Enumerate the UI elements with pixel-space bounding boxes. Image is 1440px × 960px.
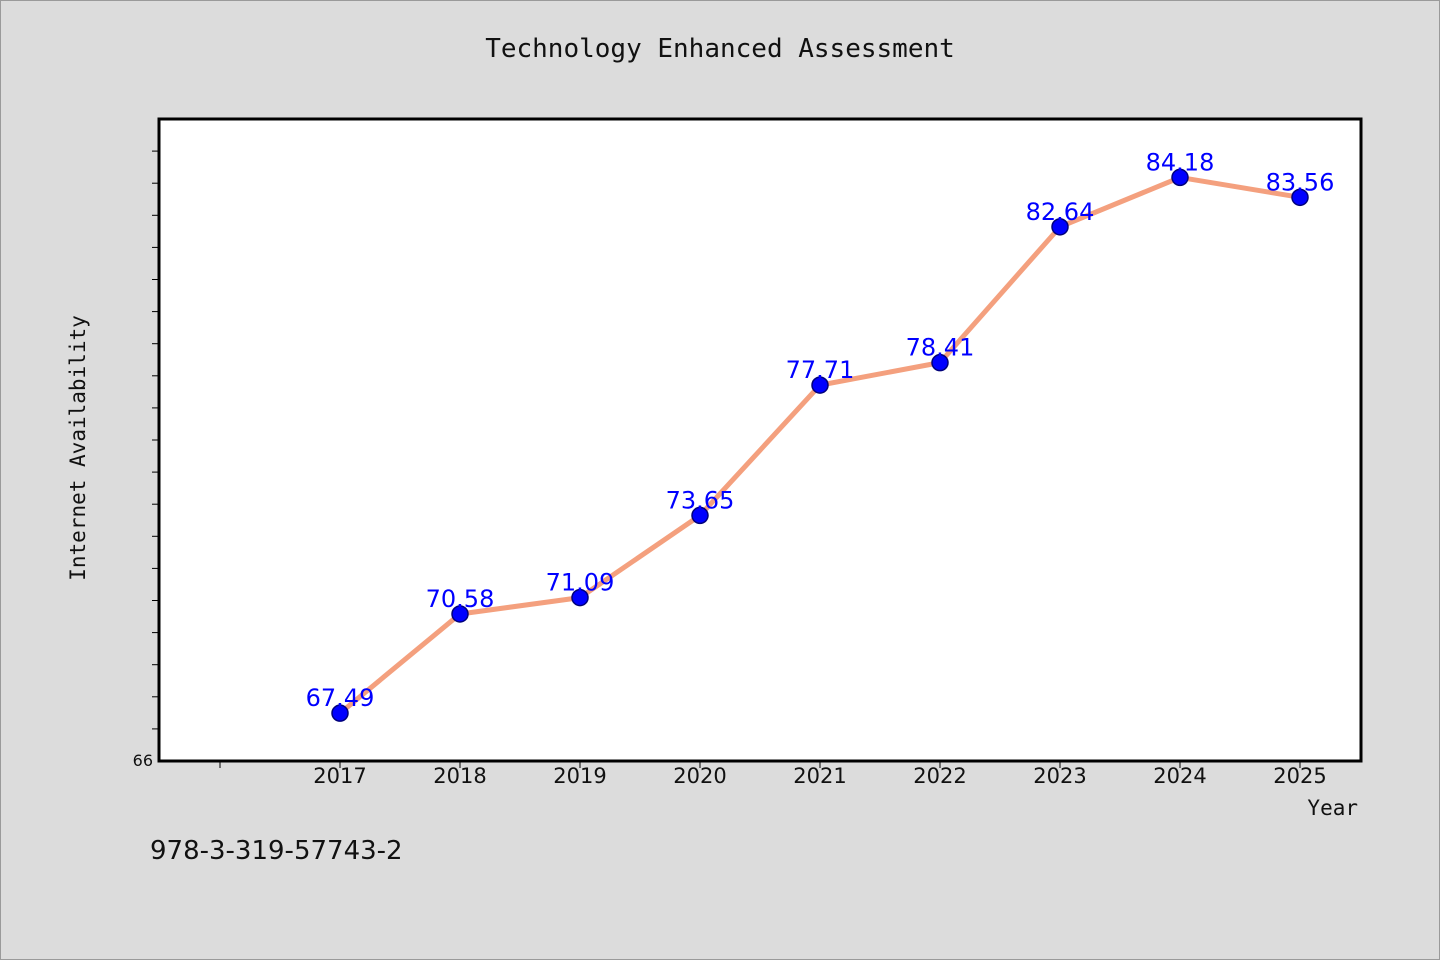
x-tick-labels: 2017 2018 2019 2020 2021 2022 2023 2024 2025: [313, 764, 1326, 788]
x-tick-label: 2022: [913, 764, 966, 788]
x-tick-label: 2019: [553, 764, 606, 788]
x-tick-label: 2024: [1153, 764, 1206, 788]
data-label: 70.58: [426, 585, 495, 613]
data-label: 78.41: [906, 334, 975, 362]
data-point: [1291, 188, 1309, 207]
y-min-tick-label: 66: [133, 751, 153, 770]
data-point: [691, 506, 709, 525]
data-label: 77.71: [786, 356, 855, 384]
chart-title: Technology Enhanced Assessment: [485, 34, 955, 64]
x-axis-label: Year: [1307, 796, 1358, 820]
x-tick-label: 2020: [673, 764, 726, 788]
data-point: [571, 588, 589, 607]
data-label: 73.65: [666, 486, 735, 514]
plot-background: [159, 119, 1361, 761]
x-tick-label: 2017: [313, 764, 366, 788]
x-tick-label: 2018: [433, 764, 486, 788]
data-point: [1051, 218, 1069, 236]
plot-border: [157, 117, 1363, 763]
data-point: [811, 376, 829, 394]
data-point: [931, 353, 949, 372]
data-label: 84.18: [1146, 148, 1215, 176]
x-tick-label: 2023: [1033, 764, 1086, 788]
data-label: 67.49: [306, 684, 375, 712]
x-tick-label: 2021: [793, 764, 846, 788]
x-tick-label: 2025: [1273, 764, 1326, 788]
data-label: 71.09: [546, 569, 615, 597]
data-label: 82.64: [1026, 198, 1095, 226]
data-labels: 67.49 70.58 71.09 73.65 77.71 78.41 82.64 84.18…: [306, 148, 1335, 712]
data-point: [451, 605, 469, 623]
data-point: [331, 704, 349, 722]
series-markers: [331, 168, 1309, 722]
footer-code: 978-3-319-57743-2: [150, 836, 403, 866]
data-point: [1171, 168, 1189, 187]
data-label: 83.56: [1266, 168, 1335, 196]
